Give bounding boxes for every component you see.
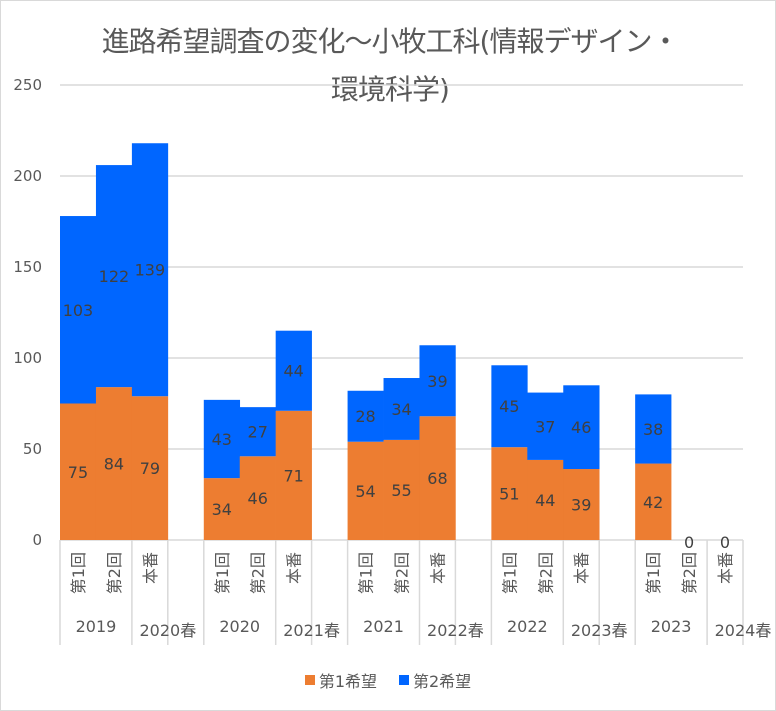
bar-1-2022-第1回 xyxy=(491,447,528,540)
legend-label-series-2: 第2希望 xyxy=(413,672,472,691)
group-label-year: 2020 xyxy=(219,617,260,636)
legend-label-series-1: 第1希望 xyxy=(318,672,377,691)
legend-item-series-1: 第1希望 xyxy=(304,668,377,692)
bar-2-2019-第1回 xyxy=(60,216,97,404)
group-label-spring: 2023春 xyxy=(571,621,628,640)
category-label: 本番 xyxy=(716,552,735,584)
group-label-year: 2021 xyxy=(363,617,404,636)
data-label: 122 xyxy=(99,267,130,286)
category-label: 第1回 xyxy=(213,552,232,594)
data-label: 68 xyxy=(427,469,447,488)
category-label: 第1回 xyxy=(357,552,376,594)
bar-1-2021-本番 xyxy=(419,416,456,540)
data-label: 28 xyxy=(355,407,375,426)
legend-swatch-series-2 xyxy=(399,675,409,685)
bar-1-2023-第1回 xyxy=(635,463,672,540)
bar-2-2022-第2回 xyxy=(527,392,564,460)
legend-item-series-2: 第2希望 xyxy=(399,668,471,692)
data-label: 0 xyxy=(720,533,730,552)
group-label-year: 2022 xyxy=(507,617,548,636)
y-tick-label: 50 xyxy=(23,440,42,458)
group-label-year: 2019 xyxy=(76,617,117,636)
group-label-spring: 2022春 xyxy=(427,621,484,640)
category-label: 本番 xyxy=(285,552,304,584)
bar-2-2023-第1回 xyxy=(635,394,672,464)
data-label: 75 xyxy=(68,463,88,482)
data-label: 79 xyxy=(140,459,160,478)
y-tick-label: 150 xyxy=(13,258,42,276)
data-label: 103 xyxy=(63,301,94,320)
bar-1-2020-第2回 xyxy=(239,456,276,540)
data-label: 0 xyxy=(684,533,694,552)
legend: 第1希望 第2希望 xyxy=(0,668,776,692)
bar-1-2020-第1回 xyxy=(203,478,241,540)
category-label: 本番 xyxy=(141,552,160,584)
category-label: 第2回 xyxy=(536,552,555,594)
data-label: 39 xyxy=(427,372,447,391)
bar-2-2019-本番 xyxy=(131,143,169,397)
group-label-spring: 2021春 xyxy=(283,621,340,640)
data-label: 46 xyxy=(248,489,268,508)
bar-1-2021-第2回 xyxy=(383,439,420,540)
bar-1-2020-本番 xyxy=(275,410,312,540)
category-label: 第2回 xyxy=(249,552,268,594)
legend-swatch-series-1 xyxy=(304,675,315,685)
data-label: 84 xyxy=(104,455,124,474)
bar-2-2022-第1回 xyxy=(491,365,528,448)
data-label: 46 xyxy=(571,418,591,437)
data-label: 71 xyxy=(283,466,303,485)
bar-2-2021-第2回 xyxy=(383,378,420,440)
data-label: 38 xyxy=(643,420,663,439)
data-label: 27 xyxy=(248,423,268,442)
data-label: 45 xyxy=(499,397,519,416)
category-label: 本番 xyxy=(428,552,447,584)
data-label: 54 xyxy=(355,482,375,501)
bar-2-2021-第1回 xyxy=(347,390,384,442)
bar-2-2021-本番 xyxy=(419,345,456,417)
bar-1-2022-本番 xyxy=(563,469,600,540)
data-label: 51 xyxy=(499,485,519,504)
data-label: 34 xyxy=(391,400,411,419)
data-label: 39 xyxy=(571,496,591,515)
bar-1-2021-第1回 xyxy=(347,441,384,540)
category-label: 第2回 xyxy=(105,552,124,594)
data-label: 43 xyxy=(212,430,232,449)
y-tick-label: 200 xyxy=(13,167,42,185)
bar-1-2019-第2回 xyxy=(95,387,133,540)
group-label-spring: 2020春 xyxy=(139,621,196,640)
category-label: 第1回 xyxy=(500,552,519,594)
data-label: 34 xyxy=(212,500,232,519)
data-label: 42 xyxy=(643,493,663,512)
group-label-year: 2023 xyxy=(651,617,692,636)
bar-2-2022-本番 xyxy=(563,385,600,470)
bar-1-2019-本番 xyxy=(131,396,169,540)
y-tick-label: 250 xyxy=(13,76,42,94)
bar-2-2020-本番 xyxy=(275,330,312,411)
y-tick-label: 0 xyxy=(32,531,42,549)
data-label: 37 xyxy=(535,417,555,436)
data-label: 44 xyxy=(283,362,303,381)
category-label: 第2回 xyxy=(393,552,412,594)
group-label-spring: 2024春 xyxy=(715,621,772,640)
bar-2-2020-第1回 xyxy=(203,399,241,479)
data-label: 44 xyxy=(535,491,555,510)
data-label: 139 xyxy=(135,261,166,280)
bar-1-2022-第2回 xyxy=(527,459,564,540)
bar-2-2019-第2回 xyxy=(95,165,133,388)
category-label: 第1回 xyxy=(644,552,663,594)
bar-2-2020-第2回 xyxy=(239,407,276,457)
category-label: 本番 xyxy=(572,552,591,584)
data-label: 55 xyxy=(391,481,411,500)
chart-title: 進路希望調査の変化～小牧工科(情報デザイン・環境科学) xyxy=(101,25,680,106)
category-label: 第2回 xyxy=(680,552,699,594)
y-tick-label: 100 xyxy=(13,349,42,367)
bar-1-2019-第1回 xyxy=(60,403,97,540)
category-label: 第1回 xyxy=(69,552,88,594)
